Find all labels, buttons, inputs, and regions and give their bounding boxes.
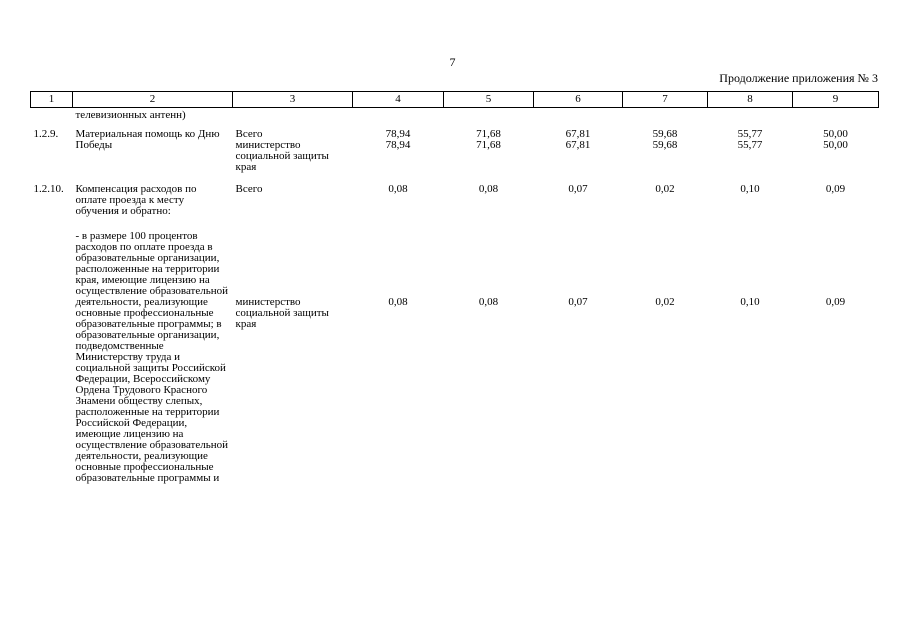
column-header-4: 4 xyxy=(352,91,444,108)
value-cell: 0,08 xyxy=(478,183,499,195)
column-header-1: 1 xyxy=(30,91,73,108)
column-header-8: 8 xyxy=(707,91,793,108)
value-cell: 0,09 xyxy=(825,296,846,309)
value-cell: 0,08 xyxy=(388,296,408,309)
value-cell: 50,00 xyxy=(823,128,848,140)
column-header-7: 7 xyxy=(622,91,708,108)
value-cell: 0,02 xyxy=(655,296,675,309)
value-cell: 0,02 xyxy=(655,183,675,195)
value-cell: 67,81 xyxy=(565,139,591,151)
column-header-6: 6 xyxy=(533,91,623,108)
value-cell: 55,77 xyxy=(737,128,763,140)
value-cell: 59,68 xyxy=(652,128,678,140)
column-header-3: 3 xyxy=(232,91,353,108)
row-number: 1.2.9. xyxy=(33,128,59,140)
value-cell: 55,77 xyxy=(737,139,763,151)
column-header-9: 9 xyxy=(792,91,879,108)
column-header-2: 2 xyxy=(72,91,233,108)
row-name-title: Компенсация расходов по оплате проезда к… xyxy=(75,183,197,217)
value-cell: 0,08 xyxy=(388,183,408,195)
executor-ministry: министерство социальной защиты края xyxy=(235,139,329,173)
value-cell: 0,08 xyxy=(478,296,499,309)
value-cell: 59,68 xyxy=(652,139,678,151)
value-cell: 0,10 xyxy=(740,183,760,195)
data-table: 1 2 3 4 5 6 7 8 9 телевизионных антенн) … xyxy=(30,91,879,484)
value-cell: 78,94 xyxy=(385,128,411,140)
table-row-1-2-9: 1.2.9. Материальная помощь ко Дню Победы… xyxy=(31,128,879,151)
value-cell: 78,94 xyxy=(385,139,411,151)
executor-total: Всего xyxy=(235,128,263,140)
row-name: Материальная помощь ко Дню Победы xyxy=(75,128,220,151)
column-header-5: 5 xyxy=(443,91,534,108)
table-subrow-1-2-9-ministry: министерство социальной защиты края 78,9… xyxy=(31,140,879,173)
table-header-row: 1 2 3 4 5 6 7 8 9 xyxy=(30,91,879,108)
value-cell: 0,07 xyxy=(568,183,588,195)
continuation-note: Продолжение приложения № 3 xyxy=(719,71,878,85)
empty-cell xyxy=(233,108,879,130)
executor-ministry: министерство социальной защиты края xyxy=(235,296,329,331)
row-name: Компенсация расходов по оплате проезда к… xyxy=(73,173,233,484)
row-name-detail: - в размере 100 процентов расходов по оп… xyxy=(75,230,229,484)
executor-total: Всего xyxy=(235,183,263,195)
value-cell: 71,68 xyxy=(476,128,501,140)
row-number: 1.2.10. xyxy=(33,183,64,195)
carryover-text: телевизионных антенн) xyxy=(75,109,186,121)
value-cell: 0,07 xyxy=(568,296,588,309)
value-cell: 0,09 xyxy=(825,183,846,195)
table-row-1-2-10: 1.2.10. Компенсация расходов по оплате п… xyxy=(31,173,879,483)
value-cell: 0,10 xyxy=(740,296,760,309)
value-cell: 67,81 xyxy=(565,128,591,140)
carryover-row: телевизионных антенн) xyxy=(31,108,879,130)
page-number: 7 xyxy=(449,55,456,69)
table-subrow-1-2-10-ministry: министерство социальной защиты края 0,08… xyxy=(31,297,879,484)
value-cell: 71,68 xyxy=(476,139,501,151)
empty-cell xyxy=(31,108,73,130)
value-cell: 50,00 xyxy=(823,139,848,151)
